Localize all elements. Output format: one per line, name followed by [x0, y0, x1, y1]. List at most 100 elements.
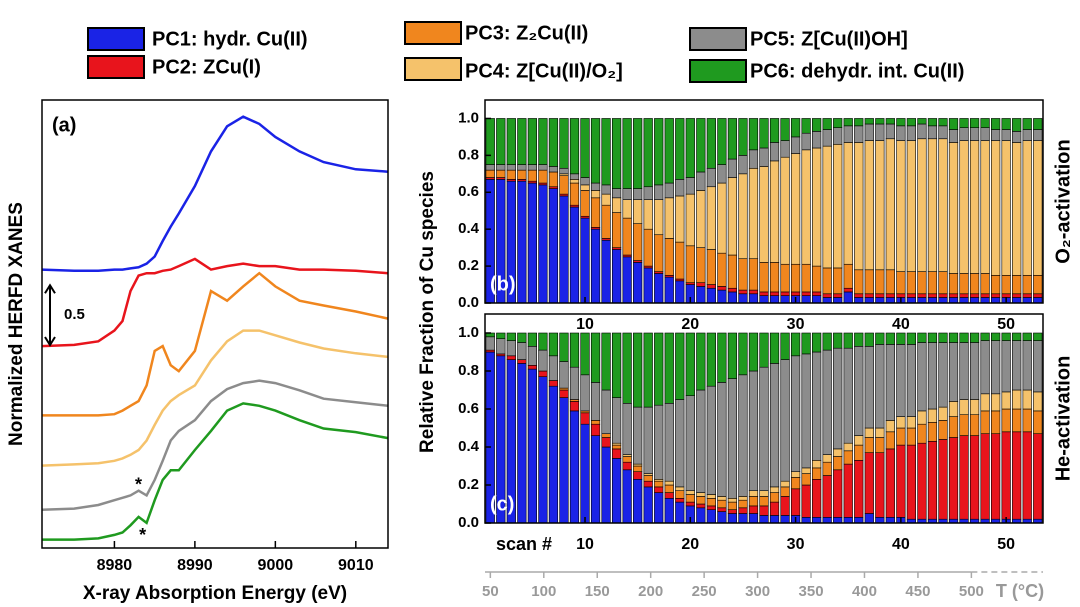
- bar-segment: [654, 184, 664, 200]
- bar-segment: [1033, 293, 1043, 298]
- bar-segment: [538, 370, 548, 377]
- bar-segment: [506, 169, 516, 180]
- bar-segment: [748, 293, 759, 304]
- bar-segment: [748, 289, 759, 295]
- bar-segment: [643, 332, 653, 408]
- x-tick-label: 50: [997, 316, 1015, 333]
- bar-segment: [875, 437, 885, 453]
- bar-segment: [759, 262, 769, 293]
- bar-segment: [812, 467, 822, 480]
- bar-segment: [538, 376, 548, 524]
- bar-segment: [875, 452, 885, 518]
- bar-segment: [611, 458, 622, 524]
- bar-segment: [790, 263, 801, 293]
- bar-segment: [580, 217, 590, 304]
- bar-segment: [696, 389, 706, 493]
- bar-segment: [980, 410, 990, 434]
- plot-frame: [484, 313, 1044, 524]
- bar-segment: [696, 503, 706, 509]
- x-axis-title: scan #: [496, 534, 552, 554]
- y-tick-label: 0.2: [458, 257, 479, 274]
- bar-segment: [980, 118, 990, 128]
- bar-segment: [601, 389, 611, 435]
- bar-segment: [959, 332, 969, 343]
- bar-segment: [496, 338, 506, 355]
- bar-segment: [1022, 118, 1032, 130]
- bar-segment: [833, 267, 843, 295]
- x-tick-label: 20: [681, 536, 699, 553]
- bar-segment: [759, 118, 769, 149]
- bar-segment: [959, 293, 969, 298]
- annotation: *: [139, 525, 146, 545]
- bar-segment: [1001, 332, 1011, 341]
- bar-segment: [675, 399, 685, 488]
- bar-segment: [948, 129, 959, 143]
- bar-segment: [917, 293, 927, 298]
- bar-segment: [664, 497, 674, 524]
- bar-segment: [527, 164, 537, 171]
- bar-segment: [801, 149, 811, 265]
- bar-segment: [696, 492, 706, 497]
- bar-segment: [696, 118, 706, 173]
- bar-segment: [717, 182, 727, 254]
- bar-segment: [569, 179, 580, 184]
- bar-segment: [664, 402, 674, 482]
- bar-segment: [601, 437, 611, 448]
- bar-segment: [685, 490, 695, 495]
- bar-segment: [548, 171, 559, 188]
- bar-segment: [980, 297, 990, 304]
- y-tick-label: 0.6: [458, 400, 479, 417]
- bar-segment: [906, 118, 917, 127]
- bar-segment: [1001, 391, 1011, 410]
- bar-segment: [833, 448, 843, 457]
- side-label: O₂-activation: [1052, 139, 1074, 263]
- bar-segment: [769, 332, 780, 364]
- bar-segment: [748, 496, 759, 507]
- bar-segment: [748, 167, 759, 260]
- bar-segment: [875, 344, 885, 429]
- bar-segment: [854, 142, 864, 271]
- y-tick-label: 0.6: [458, 183, 479, 200]
- bar-segment: [769, 262, 780, 293]
- bar-segment: [959, 127, 969, 141]
- bar-segment: [548, 188, 559, 304]
- bar-segment: [706, 186, 716, 250]
- bar-segment: [590, 118, 601, 184]
- bar-segment: [633, 199, 643, 224]
- bar-segment: [654, 234, 664, 272]
- spectrum-line: [42, 271, 389, 417]
- bar-segment: [1022, 408, 1032, 433]
- bar-segment: [833, 127, 843, 145]
- bar-segment: [664, 182, 674, 199]
- bar-segment: [822, 349, 832, 455]
- bar-segment: [675, 118, 685, 180]
- bar-segment: [780, 359, 790, 482]
- bar-segment: [780, 295, 790, 304]
- bar-segment: [548, 118, 559, 167]
- bar-segment: [590, 197, 601, 228]
- bar-segment: [875, 140, 885, 271]
- x2-axis-title: T (°C): [996, 581, 1044, 601]
- bar-segment: [991, 340, 1001, 395]
- bar-segment: [980, 332, 990, 341]
- bar-segment: [633, 223, 643, 261]
- bar-segment: [927, 125, 938, 140]
- bar-segment: [538, 118, 548, 165]
- bar-segment: [717, 382, 727, 497]
- bar-segment: [654, 118, 664, 186]
- bar-segment: [664, 484, 674, 493]
- panel-label: (c): [490, 493, 514, 515]
- bar-segment: [1012, 275, 1022, 295]
- bar-segment: [601, 118, 611, 186]
- side-label: He-activation: [1052, 356, 1074, 482]
- legend-swatch: [87, 55, 145, 79]
- bar-segment: [1022, 129, 1032, 141]
- bar-segment: [706, 385, 716, 495]
- bar-segment: [948, 342, 959, 402]
- bar-segment: [801, 353, 811, 469]
- bar-segment: [706, 287, 716, 304]
- x-tick-label: 50: [997, 536, 1015, 553]
- bar-segment: [843, 125, 853, 143]
- bar-segment: [854, 293, 864, 298]
